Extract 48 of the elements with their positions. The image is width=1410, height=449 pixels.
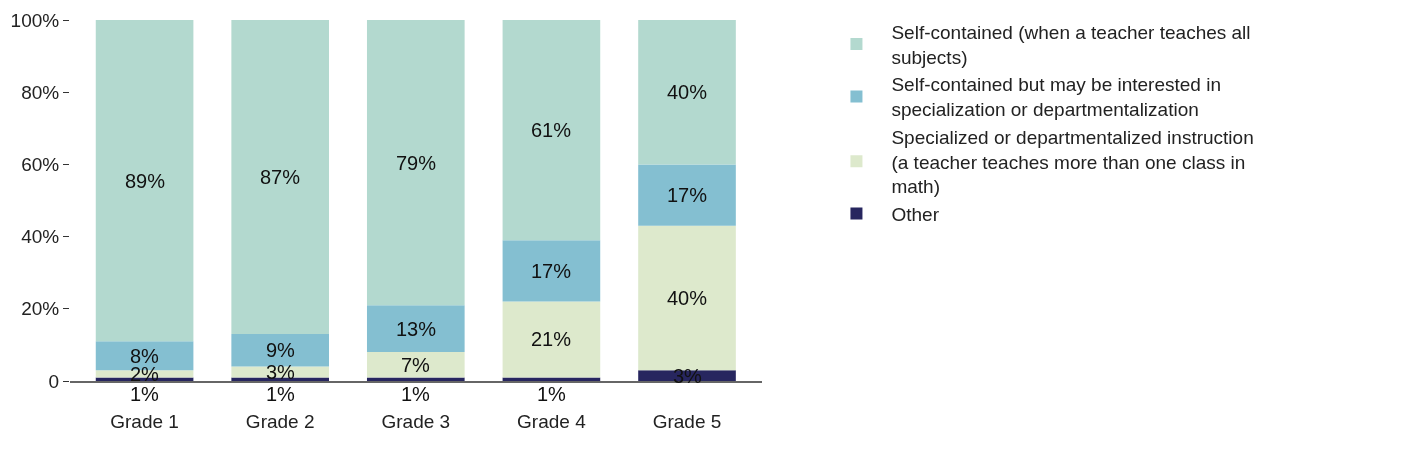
data-label: 9% — [266, 339, 296, 361]
legend-label: Self-contained but may be interested in specialization or departmentalization — [891, 74, 1221, 121]
data-label: 3% — [266, 361, 296, 383]
legend-label: Other — [891, 203, 940, 225]
bar — [502, 301, 601, 378]
data-label: 21% — [531, 328, 572, 350]
data-label: 8% — [130, 345, 160, 367]
bar — [502, 377, 601, 381]
data-label: 13% — [396, 318, 437, 340]
data-label: 7% — [401, 354, 431, 376]
bar — [231, 377, 330, 381]
data-label: 40% — [667, 81, 708, 103]
data-label: 87% — [260, 166, 301, 188]
y-tick-label: 60% — [21, 154, 60, 176]
bar — [366, 20, 465, 306]
y-tick-label: 40% — [21, 226, 60, 248]
bar — [502, 20, 601, 241]
bar — [231, 334, 330, 367]
x-tick-label: Grade 3 — [381, 410, 451, 432]
data-label: 89% — [125, 170, 166, 192]
data-label: 61% — [531, 119, 572, 141]
x-tick-label: Grade 4 — [517, 410, 587, 432]
bar — [366, 305, 465, 353]
x-tick-label: Grade 5 — [652, 410, 722, 432]
data-label: 17% — [667, 184, 708, 206]
bar — [366, 377, 465, 381]
data-label: 1% — [401, 383, 431, 405]
y-tick-label: 0 — [48, 370, 60, 392]
x-tick-label: Grade 2 — [245, 410, 315, 432]
data-label: 17% — [531, 260, 572, 282]
bar — [366, 352, 465, 378]
bar — [638, 164, 736, 226]
bar — [502, 240, 601, 302]
y-tick-label: 80% — [21, 81, 60, 103]
data-label: 1% — [266, 383, 296, 405]
bar — [95, 20, 194, 342]
data-label: 40% — [667, 287, 708, 309]
legend-label: Self-contained (when a teacher teaches all subjects) — [891, 22, 1251, 68]
bar — [638, 225, 736, 371]
data-label: 79% — [396, 152, 437, 174]
legend-label: Specialized or departmentalized instruction (a teacher teaches more than one class in math) — [891, 126, 1254, 198]
x-tick-label: Grade 1 — [110, 410, 179, 432]
data-label: 1% — [537, 383, 567, 405]
y-tick-label: 100% — [10, 9, 60, 31]
bar — [231, 20, 330, 335]
bar — [638, 20, 736, 165]
data-label: 1% — [130, 383, 160, 405]
y-tick-label: 20% — [21, 298, 60, 320]
